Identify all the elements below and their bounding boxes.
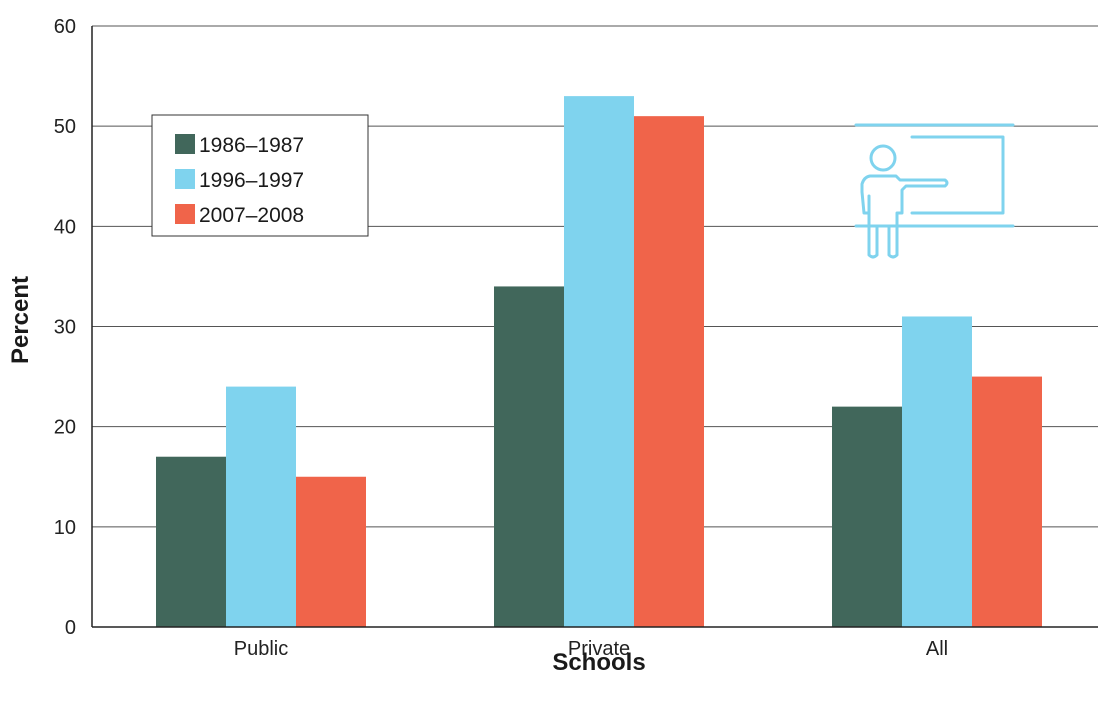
x-tick-labels: Public Private All (234, 638, 948, 660)
legend-label-1: 1996–1997 (199, 169, 304, 192)
y-tick-label-50: 50 (54, 116, 76, 138)
legend-label-2: 2007–2008 (199, 204, 304, 227)
bar-all-2 (972, 376, 1042, 627)
legend-label-0: 1986–1987 (199, 134, 304, 157)
y-tick-label-30: 30 (54, 317, 76, 339)
bar-public-0 (156, 456, 226, 627)
legend-swatch-2 (175, 204, 195, 224)
y-tick-label-0: 0 (65, 617, 76, 639)
bar-private-0 (494, 286, 564, 627)
legend: 1986–1987 1996–1997 2007–2008 (151, 114, 369, 237)
x-tick-label-all: All (926, 638, 948, 660)
legend-swatch-0 (175, 134, 195, 154)
bars (156, 96, 1042, 628)
y-tick-labels: 0 10 20 30 40 50 60 (54, 16, 76, 639)
bar-public-1 (226, 386, 296, 627)
bar-private-1 (564, 96, 634, 627)
x-axis-title: Schools (552, 649, 645, 676)
y-tick-label-60: 60 (54, 16, 76, 38)
bar-public-2 (296, 476, 366, 627)
y-tick-label-10: 10 (54, 517, 76, 539)
bar-all-1 (902, 316, 972, 627)
x-tick-label-private: Private (568, 638, 630, 660)
legend-swatch-1 (175, 169, 195, 189)
teacher-at-board-icon (854, 123, 1015, 259)
bar-all-0 (832, 406, 902, 627)
y-axis-title: Percent (7, 276, 34, 364)
x-tick-label-public: Public (234, 638, 288, 660)
y-tick-label-20: 20 (54, 417, 76, 439)
y-tick-label-40: 40 (54, 216, 76, 238)
bar-private-2 (634, 116, 704, 628)
